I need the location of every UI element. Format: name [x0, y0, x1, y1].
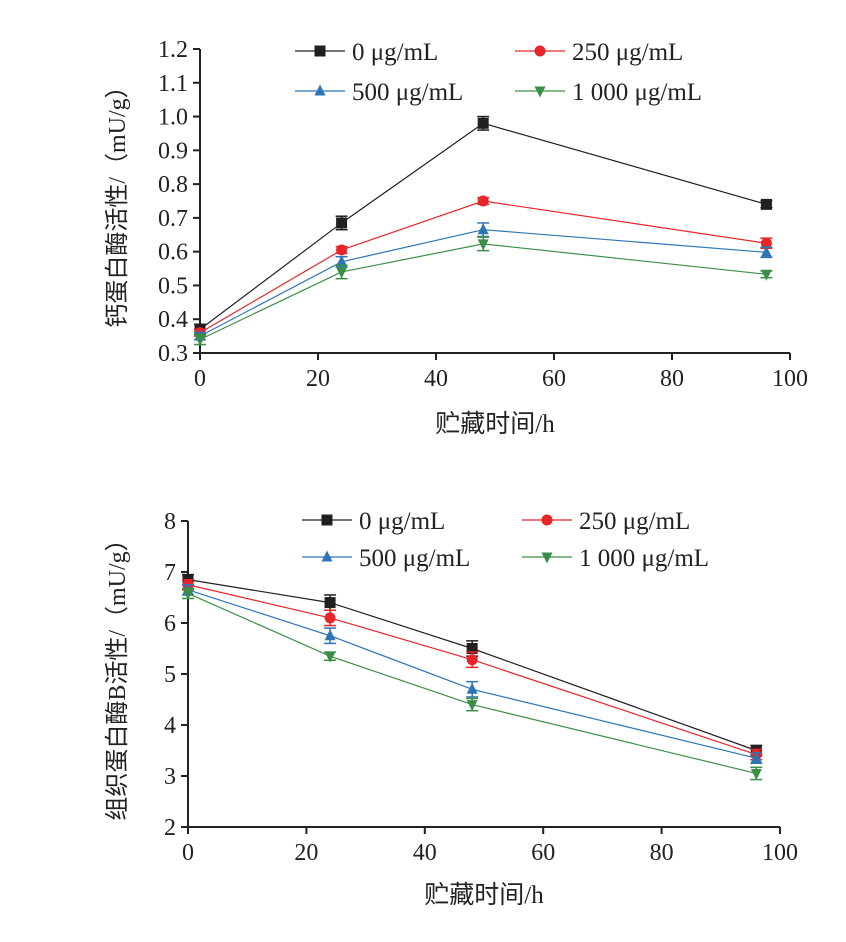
series-3 [182, 587, 763, 781]
data-point [477, 195, 489, 207]
y-tick-label: 0.6 [158, 240, 188, 266]
data-point [336, 255, 348, 267]
x-tick-label: 100 [772, 366, 808, 392]
y-tick-label: 5 [164, 662, 176, 688]
data-point [466, 643, 478, 654]
legend-label: 0 μg/mL [359, 508, 445, 535]
x-axis-label: 贮藏时间/h [424, 881, 544, 909]
data-point [760, 245, 772, 257]
series-3 [194, 236, 773, 346]
data-point [477, 117, 489, 129]
x-axis-label: 贮藏时间/h [435, 410, 555, 438]
y-tick-label: 4 [164, 713, 176, 739]
y-tick-label: 1.0 [158, 105, 188, 131]
legend-label: 250 μg/mL [572, 39, 683, 66]
y-axis-label: 组织蛋白酶B活性/（mU/g） [104, 527, 131, 820]
y-tick-label: 2 [164, 815, 176, 841]
data-point [466, 682, 478, 694]
y-tick-label: 0.5 [158, 273, 188, 299]
y-tick-label: 8 [164, 509, 176, 535]
data-point [324, 629, 336, 641]
x-tick-label: 20 [306, 366, 330, 392]
legend-marker [314, 84, 326, 96]
series-1 [182, 578, 763, 761]
legend-marker [534, 45, 546, 57]
legend-label: 1 000 μg/mL [572, 79, 702, 106]
series-line [199, 200, 767, 334]
series-line [199, 122, 767, 330]
data-point [324, 597, 336, 609]
data-point [324, 651, 336, 663]
x-tick-label: 0 [194, 366, 206, 392]
x-tick-label: 80 [660, 366, 684, 392]
x-tick-label: 40 [413, 840, 437, 866]
x-tick-label: 60 [531, 840, 555, 866]
legend-label: 250 μg/mL [579, 508, 690, 535]
data-point [336, 244, 348, 256]
data-point [466, 654, 478, 666]
x-tick-label: 40 [424, 366, 448, 392]
legend-marker [534, 86, 546, 98]
data-point [477, 223, 489, 235]
legend-marker [321, 550, 333, 562]
data-point [750, 751, 762, 763]
y-tick-label: 0.9 [158, 138, 188, 164]
data-point [760, 198, 772, 210]
data-point [324, 612, 336, 624]
legend-marker [541, 514, 553, 526]
legend-label: 1 000 μg/mL [579, 545, 709, 572]
series-line [187, 589, 757, 759]
legend-label: 0 μg/mL [352, 39, 438, 66]
y-tick-label: 0.7 [158, 206, 188, 232]
y-tick-label: 6 [164, 611, 176, 637]
data-point [750, 768, 762, 780]
data-point [336, 217, 348, 229]
legend-marker [321, 514, 333, 526]
x-tick-label: 60 [542, 366, 566, 392]
legend-label: 500 μg/mL [359, 545, 470, 572]
series-line [187, 592, 757, 775]
y-tick-label: 1.1 [158, 71, 188, 97]
data-point [336, 267, 348, 279]
x-tick-label: 20 [294, 840, 318, 866]
y-tick-label: 1.2 [158, 37, 188, 63]
y-tick-label: 0.8 [158, 172, 188, 198]
data-point [194, 334, 206, 346]
x-tick-label: 80 [650, 840, 674, 866]
series-line [199, 243, 767, 341]
y-tick-label: 7 [164, 560, 176, 586]
legend-marker [314, 45, 326, 57]
data-point [760, 269, 772, 281]
data-point [466, 700, 478, 712]
x-tick-label: 0 [182, 840, 194, 866]
x-tick-label: 100 [762, 840, 798, 866]
series-line [199, 229, 767, 337]
data-point [760, 237, 772, 249]
data-point [182, 588, 194, 600]
y-tick-label: 0.4 [158, 307, 188, 333]
series-line [187, 584, 757, 756]
y-axis-label: 钙蛋白酶活性/（mU/g） [104, 74, 131, 327]
legend-label: 500 μg/mL [352, 79, 463, 106]
data-point [477, 239, 489, 251]
series-line [187, 579, 757, 752]
series-1 [194, 195, 773, 339]
legend-marker [541, 552, 553, 564]
y-tick-label: 0.3 [158, 341, 188, 367]
series-2 [182, 583, 763, 764]
y-tick-label: 3 [164, 764, 176, 790]
